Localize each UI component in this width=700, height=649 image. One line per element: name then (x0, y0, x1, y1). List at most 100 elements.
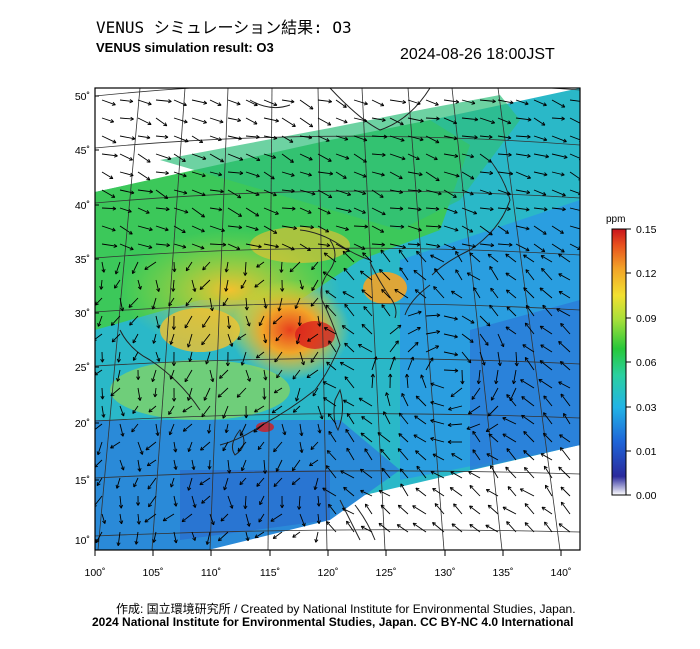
wind-arrow-head (524, 466, 528, 470)
wind-arrow-head (492, 99, 496, 102)
wind-arrow (497, 171, 513, 175)
wind-arrow-head (489, 170, 494, 174)
wind-arrow-head (436, 116, 440, 120)
wind-arrow-head (435, 208, 440, 211)
wind-arrow-head (272, 320, 275, 325)
wind-arrow (299, 189, 316, 195)
wind-arrow-head (200, 449, 204, 451)
wind-arrow-head (505, 466, 508, 471)
wind-arrow-head (146, 210, 150, 214)
wind-arrow-head (168, 101, 172, 104)
wind-arrow (137, 441, 143, 455)
wind-arrow-head (262, 396, 265, 400)
wind-arrow-head (182, 408, 185, 413)
wind-arrow (461, 189, 474, 195)
wind-arrow-head (308, 247, 311, 251)
wind-arrow (443, 171, 460, 177)
wind-arrow (524, 357, 535, 371)
wind-arrow (245, 297, 248, 311)
wind-arrow-head (522, 344, 525, 349)
wind-arrow-head (539, 287, 542, 292)
wind-arrow (560, 501, 571, 515)
wind-arrow-head (521, 396, 526, 398)
wind-arrow-head (418, 188, 422, 192)
wind-arrow (239, 477, 247, 486)
wind-arrow (502, 417, 517, 425)
wind-arrow (263, 153, 276, 159)
wind-arrow (191, 225, 205, 233)
wind-arrow (155, 279, 160, 292)
wind-arrow-head (229, 343, 233, 347)
wind-arrow-head (311, 266, 313, 270)
wind-arrow-head (399, 325, 402, 329)
wind-arrow-head (447, 439, 452, 443)
wind-arrow-head (183, 244, 187, 248)
wind-arrow-head (292, 483, 296, 486)
wind-arrow-head (507, 486, 510, 491)
wind-arrow-head (415, 395, 418, 400)
wind-arrow-head (564, 154, 568, 158)
wind-arrow (191, 99, 207, 104)
wind-arrow (515, 351, 518, 367)
wind-arrow-head (240, 433, 244, 437)
wind-arrow (543, 465, 553, 479)
wind-arrow (209, 189, 224, 193)
wind-arrow-head (397, 324, 401, 327)
wind-arrow-head (175, 448, 178, 453)
wind-arrow-head (218, 539, 222, 542)
wind-arrow (191, 189, 206, 196)
wind-arrow-head (148, 408, 151, 413)
wind-arrow-head (275, 246, 279, 249)
wind-arrow-head (282, 432, 286, 436)
wind-arrow-head (308, 174, 312, 177)
wind-arrow (155, 315, 160, 329)
wind-arrow (385, 392, 391, 407)
wind-arrow-head (256, 192, 260, 196)
wind-arrow (543, 432, 553, 443)
wind-arrow-head (525, 269, 527, 274)
wind-arrow (558, 273, 571, 281)
map-border (94, 87, 581, 551)
wind-arrow-head (328, 413, 332, 416)
wind-arrow-head (129, 101, 134, 104)
wind-arrow (558, 291, 571, 299)
wind-arrow (389, 356, 396, 371)
wind-arrow-head (437, 177, 440, 181)
wind-arrow-head (347, 211, 352, 213)
wind-arrow-head (208, 430, 212, 434)
longitude-labels: 100˚ 105˚ 110˚ 115˚ 120˚ 125˚ 130˚ 135˚ 140˚ (84, 550, 572, 579)
wind-arrow (489, 266, 499, 281)
wind-arrow-head (345, 428, 350, 432)
wind-arrow-head (507, 206, 511, 210)
wind-arrow (505, 466, 517, 479)
wind-arrow (416, 250, 427, 263)
wind-arrow-head (508, 154, 512, 157)
wind-arrow (199, 279, 211, 290)
wind-arrow-head (344, 376, 347, 381)
wind-arrow (497, 99, 514, 104)
wind-arrow (488, 433, 499, 443)
wind-arrow (524, 322, 535, 335)
wind-arrow-head (258, 447, 262, 451)
wind-arrow (110, 441, 121, 449)
wind-arrow-head (274, 230, 278, 234)
wind-arrow (291, 477, 301, 485)
wind-arrow-head (244, 272, 248, 276)
wind-arrow-head (130, 192, 135, 195)
wind-arrow (101, 207, 116, 210)
wind-arrow (154, 387, 157, 398)
wind-arrow-head (414, 289, 418, 294)
wind-arrow-head (380, 504, 385, 507)
wind-arrow-head (414, 341, 419, 344)
wind-arrow-head (540, 360, 544, 362)
wind-arrow-head (361, 324, 364, 328)
wind-arrow-head (582, 209, 585, 211)
wind-arrow-head (200, 139, 204, 143)
wind-arrow-head (415, 487, 420, 490)
wind-arrow (533, 207, 548, 211)
wind-arrow (413, 434, 427, 443)
wind-arrow-head (194, 288, 197, 292)
wind-arrow-head (96, 483, 101, 486)
wind-arrow-head (315, 539, 319, 543)
wind-arrow (245, 531, 249, 541)
